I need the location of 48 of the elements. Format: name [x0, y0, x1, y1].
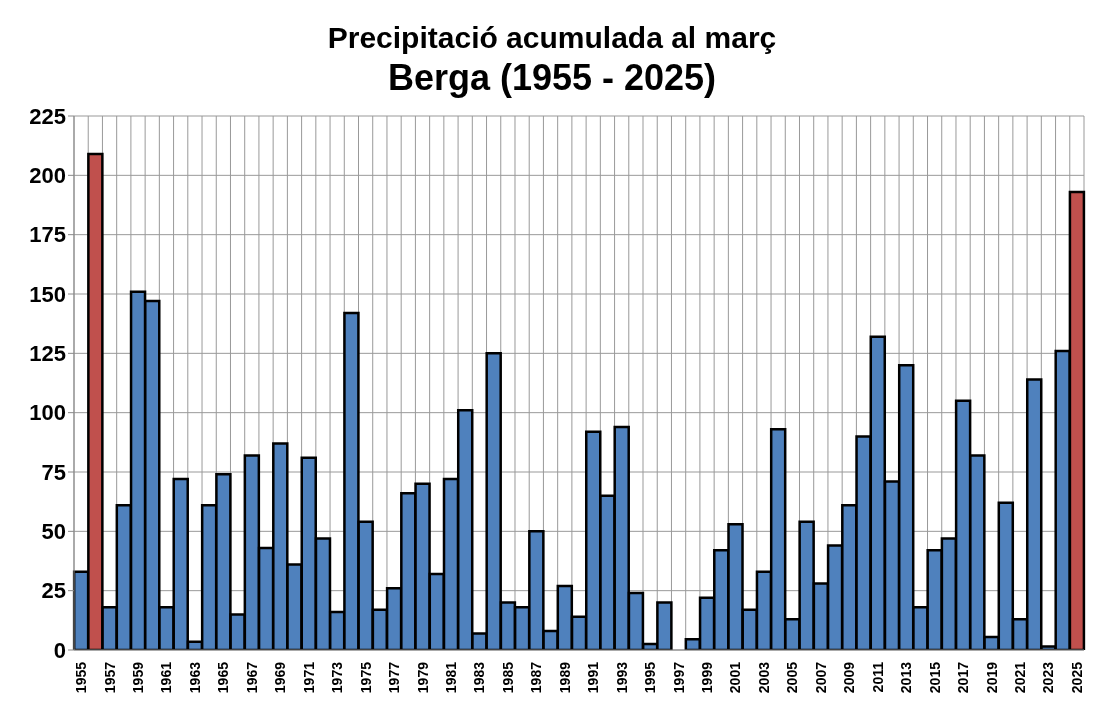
- chart-subtitle: Berga (1955 - 2025): [386, 56, 718, 100]
- x-tick-label: 1991: [585, 661, 602, 694]
- x-tick-label: 2023: [1040, 661, 1057, 694]
- x-tick-label: 2009: [841, 661, 858, 694]
- x-tick-label: 1985: [499, 661, 516, 694]
- x-tick-label: 1975: [357, 661, 374, 694]
- x-tick-label: 2001: [727, 661, 744, 694]
- y-tick-label: 150: [29, 281, 66, 307]
- x-tick-label: 1973: [329, 661, 346, 694]
- y-tick-label: 200: [29, 163, 66, 189]
- chart-title: Precipitació acumulada al març: [326, 20, 778, 56]
- y-tick-label: 125: [29, 341, 66, 367]
- x-tick-label: 1989: [556, 661, 573, 694]
- x-tick-label: 2005: [784, 661, 801, 694]
- y-tick-label: 25: [41, 578, 66, 604]
- y-tick-label: 175: [29, 222, 66, 248]
- x-tick-label: 2011: [869, 661, 886, 693]
- y-tick-label: 75: [41, 459, 66, 485]
- x-tick-label: 1977: [386, 661, 403, 694]
- x-tick-label: 1997: [670, 661, 687, 694]
- x-tick-label: 2017: [955, 661, 972, 694]
- y-tick-label: 50: [41, 519, 66, 545]
- x-tick-label: 2019: [983, 661, 1000, 694]
- x-tick-label: 1999: [699, 661, 716, 694]
- x-tick-label: 1995: [642, 661, 659, 694]
- y-tick-label: 0: [53, 637, 66, 663]
- x-tick-label: 1969: [272, 661, 289, 694]
- x-tick-label: 1979: [414, 661, 431, 694]
- x-tick-label: 2003: [755, 661, 772, 694]
- x-tick-label: 2007: [812, 661, 829, 694]
- x-tick-label: 1971: [300, 661, 317, 694]
- x-tick-label: 2025: [1068, 661, 1085, 694]
- x-tick-label: 2013: [898, 661, 915, 694]
- x-tick-label: 2015: [926, 661, 943, 694]
- y-tick-label: 225: [29, 103, 66, 129]
- x-tick-label: 1965: [215, 661, 232, 694]
- x-tick-label: 1981: [442, 661, 459, 694]
- x-tick-label: 1993: [613, 661, 630, 694]
- x-tick-label: 1955: [73, 661, 90, 694]
- x-tick-label: 1957: [101, 661, 118, 694]
- x-tick-label: 1987: [528, 661, 545, 694]
- x-tick-label: 2021: [1011, 661, 1028, 694]
- x-tick-label: 1967: [243, 661, 260, 694]
- x-tick-label: 1983: [471, 661, 488, 694]
- y-tick-label: 100: [29, 400, 66, 426]
- x-tick-label: 1961: [158, 661, 175, 694]
- x-tick-label: 1959: [130, 661, 147, 694]
- x-tick-label: 1963: [186, 661, 203, 694]
